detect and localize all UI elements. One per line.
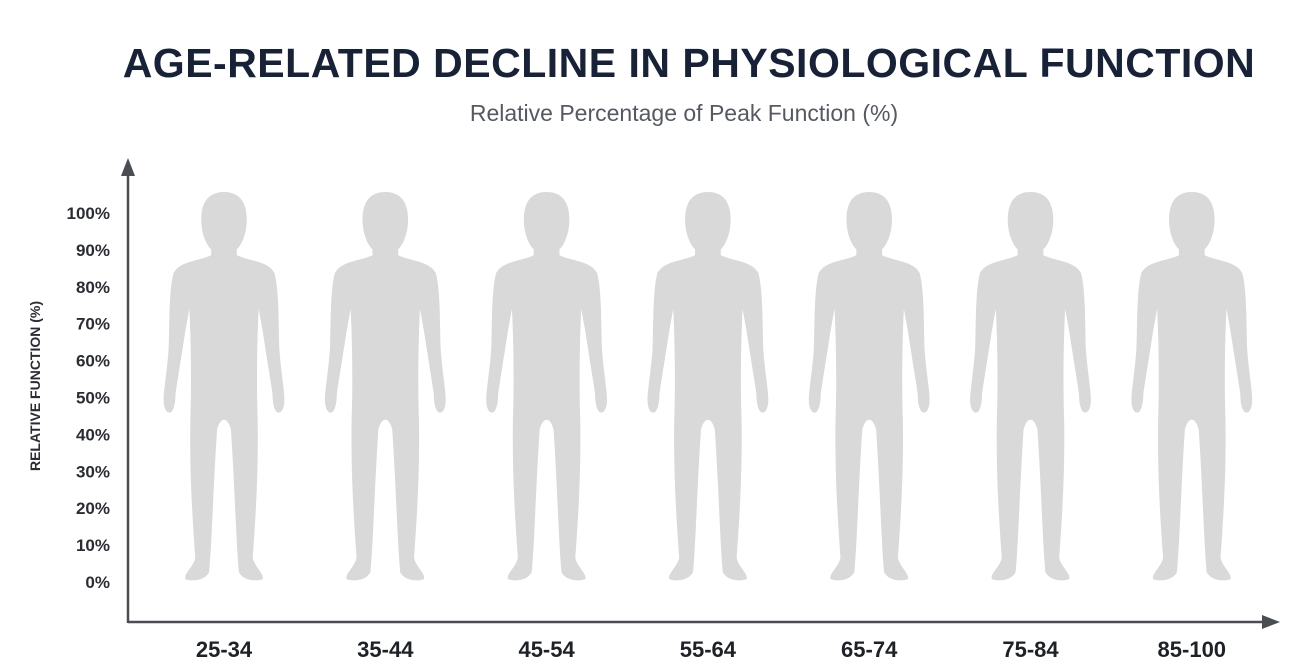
- figure-silhouette: [486, 192, 607, 581]
- figure-silhouette: [647, 192, 769, 581]
- y-tick-label: 70%: [76, 315, 110, 334]
- axes: [121, 158, 1280, 629]
- y-tick-label: 20%: [76, 499, 110, 518]
- y-ticks: 0% 10% 20% 30% 40% 50% 60% 70% 80% 90% 100%: [67, 204, 110, 592]
- figures: [163, 192, 1253, 581]
- chart-subtitle: Relative Percentage of Peak Function (%): [470, 100, 898, 126]
- y-tick-label: 100%: [67, 204, 110, 223]
- figure-55-64: [647, 192, 769, 581]
- x-axis-arrow-icon: [1262, 615, 1280, 629]
- x-ticks: 25-34 35-44 45-54 55-64 65-74 75-84 85-100: [196, 637, 1226, 662]
- y-tick-label: 60%: [76, 352, 110, 371]
- figure-25-34: [163, 192, 285, 581]
- figure-silhouette: [970, 192, 1091, 581]
- y-tick-label: 80%: [76, 278, 110, 297]
- y-tick-label: 90%: [76, 241, 110, 260]
- figure-silhouette: [808, 192, 930, 581]
- y-tick-label: 0%: [85, 573, 110, 592]
- figure-65-74: [808, 192, 930, 581]
- figure-45-54: [486, 192, 607, 581]
- chart-title: AGE-RELATED DECLINE IN PHYSIOLOGICAL FUN…: [123, 40, 1256, 86]
- x-tick-label: 65-74: [841, 637, 898, 662]
- figure-silhouette: [1131, 192, 1253, 581]
- y-tick-label: 10%: [76, 536, 110, 555]
- figure-silhouette: [324, 192, 446, 581]
- x-tick-label: 35-44: [357, 637, 414, 662]
- y-tick-label: 30%: [76, 462, 110, 481]
- y-tick-label: 40%: [76, 425, 110, 444]
- y-tick-label: 50%: [76, 389, 110, 408]
- figure-75-84: [970, 192, 1091, 581]
- figure-85-100: [1131, 192, 1253, 581]
- x-tick-label: 85-100: [1158, 637, 1227, 662]
- figure-silhouette: [163, 192, 285, 581]
- x-tick-label: 75-84: [1002, 637, 1059, 662]
- x-tick-label: 55-64: [680, 637, 737, 662]
- y-axis-label: RELATIVE FUNCTION (%): [27, 301, 43, 471]
- figure-35-44: [324, 192, 446, 581]
- x-tick-label: 25-34: [196, 637, 253, 662]
- y-axis-arrow-icon: [121, 158, 135, 176]
- x-tick-label: 45-54: [518, 637, 575, 662]
